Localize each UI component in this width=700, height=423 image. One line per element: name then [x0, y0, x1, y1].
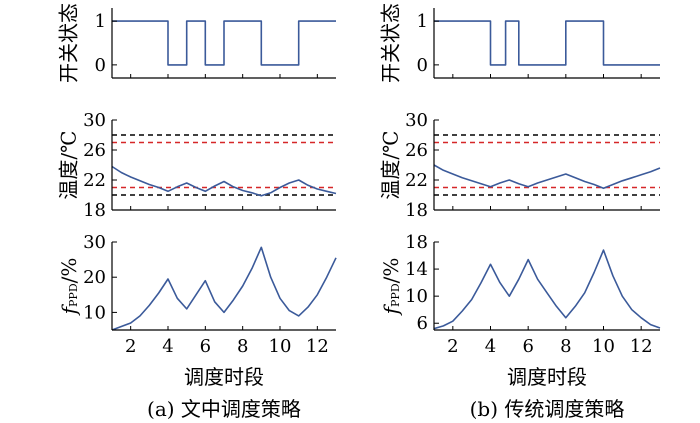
y-tick-label: 26	[83, 140, 106, 161]
y-tick-label: 30	[83, 232, 106, 253]
y-tick-label: 22	[83, 170, 106, 191]
x-tick-label: 10	[269, 336, 292, 357]
y-tick-label: 10	[83, 302, 106, 323]
y-tick-label: 18	[83, 200, 106, 221]
y-axis-label: 温度/℃	[379, 130, 403, 199]
panel-0: 0 1 开关状态	[379, 3, 660, 83]
y-axis-label: fPPD/%	[57, 258, 81, 317]
y-axis-label: 开关状态	[57, 3, 81, 83]
x-tick-label: 2	[125, 336, 136, 357]
x-tick-label: 10	[592, 336, 615, 357]
y-label-subscript: PPD	[67, 283, 80, 307]
y-tick-label: 0	[95, 55, 106, 76]
series-line-0	[111, 165, 337, 197]
x-axis-label: 调度时段	[184, 365, 264, 389]
series-line-0	[111, 246, 337, 331]
y-label-unit: /%	[379, 258, 403, 284]
y-tick-label: 26	[405, 140, 428, 161]
x-tick-label: 8	[560, 336, 571, 357]
x-tick-label: 6	[522, 336, 533, 357]
y-tick-label: 30	[405, 110, 428, 131]
y-tick-label: 22	[405, 170, 428, 191]
y-axis-label: 温度/℃	[57, 130, 81, 199]
panel-0: 0 1 开关状态	[57, 3, 336, 83]
y-tick-label: 6	[417, 313, 428, 334]
y-tick-label: 18	[405, 232, 428, 253]
x-tick-label: 2	[447, 336, 458, 357]
series-line-0	[433, 164, 661, 190]
y-axis-label: 开关状态	[379, 3, 403, 83]
y-label-subscript: PPD	[389, 283, 402, 307]
y-tick-label: 30	[83, 110, 106, 131]
series-line-0	[434, 20, 660, 66]
series-line-0	[112, 20, 336, 66]
chart-caption: (b) 传统调度策略	[470, 397, 625, 421]
x-axis-label: 调度时段	[507, 365, 587, 389]
y-tick-label: 0	[417, 55, 428, 76]
y-tick-label: 18	[405, 200, 428, 221]
x-tick-label: 4	[162, 336, 173, 357]
y-tick-label: 1	[95, 11, 106, 32]
y-tick-label: 1	[417, 11, 428, 32]
x-tick-label: 8	[237, 336, 248, 357]
y-tick-label: 10	[405, 286, 428, 307]
x-tick-label: 12	[306, 336, 329, 357]
y-label-unit: /%	[57, 258, 81, 284]
y-tick-label: 20	[83, 267, 106, 288]
x-tick-label: 12	[630, 336, 653, 357]
chart-caption: (a) 文中调度策略	[147, 397, 301, 421]
x-tick-label: 6	[200, 336, 211, 357]
y-tick-label: 14	[405, 259, 428, 280]
series-line-0	[433, 249, 661, 330]
x-tick-label: 4	[485, 336, 496, 357]
y-axis-label: fPPD/%	[379, 258, 403, 317]
